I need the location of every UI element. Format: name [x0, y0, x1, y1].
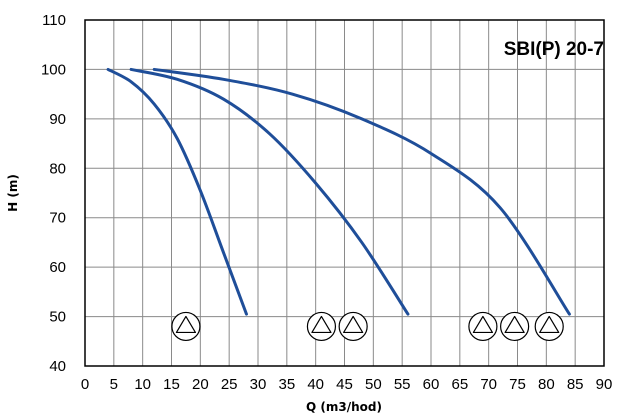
y-tick-label: 90 — [49, 111, 66, 128]
y-tick-label: 80 — [49, 160, 66, 177]
x-tick-label: 25 — [221, 376, 238, 393]
x-tick-label: 20 — [192, 376, 209, 393]
pump-symbols — [171, 311, 564, 342]
x-tick-label: 90 — [596, 376, 613, 393]
tick-labels: 0 5 10 15 20 25 30 35 40 45 50 55 60 65 70 75 80 85 90 40 50… — [41, 12, 612, 393]
pump-symbol-triangle — [311, 315, 332, 334]
x-tick-label: 30 — [250, 376, 267, 393]
pump-symbol-triangle — [343, 315, 364, 334]
x-tick-label: 45 — [336, 376, 353, 393]
pump-symbol-circle — [468, 311, 498, 342]
pump-triangle-icon — [500, 311, 530, 342]
x-tick-label: 5 — [110, 376, 118, 393]
y-tick-label: 40 — [49, 358, 66, 375]
pump-triangle-icon — [171, 311, 201, 342]
pump-triangle-icon — [534, 311, 564, 342]
performance-curves — [106, 67, 571, 316]
y-tick-label: 110 — [42, 12, 66, 29]
performance-curve-2 — [129, 67, 410, 316]
x-tick-label: 60 — [423, 376, 440, 393]
x-tick-label: 85 — [567, 376, 584, 393]
y-tick-label: 70 — [49, 210, 66, 227]
x-tick-label: 40 — [307, 376, 324, 393]
x-tick-label: 75 — [509, 376, 526, 393]
x-tick-label: 55 — [394, 376, 411, 393]
y-axis-title: H (m) — [6, 174, 20, 212]
y-tick-label: 100 — [41, 61, 66, 78]
pump-symbol-circle — [500, 311, 530, 342]
x-tick-label: 0 — [81, 376, 89, 393]
performance-curve-1 — [106, 67, 248, 316]
chart-title: SBI(P) 20-7 — [504, 39, 604, 60]
pump-symbol-circle — [534, 311, 564, 342]
pump-symbol-circle — [338, 311, 368, 342]
plot-frame — [84, 19, 605, 367]
x-tick-label: 70 — [480, 376, 497, 393]
y-tick-label: 50 — [49, 309, 66, 326]
x-tick-label: 15 — [163, 376, 180, 393]
pump-symbol-triangle — [504, 315, 525, 334]
x-tick-label: 65 — [451, 376, 468, 393]
x-tick-label: 10 — [134, 376, 151, 393]
x-tick-label: 50 — [365, 376, 382, 393]
pump-triangle-icon — [468, 311, 498, 342]
performance-curve-3 — [152, 67, 571, 316]
x-axis-title: Q (m3/hod) — [306, 400, 382, 414]
pump-symbol-triangle — [472, 315, 493, 334]
pump-symbol-circle — [306, 311, 337, 342]
y-tick-label: 60 — [49, 259, 66, 276]
pump-symbol-triangle — [539, 315, 560, 334]
pump-triangle-icon — [306, 311, 337, 342]
pump-symbol-circle — [171, 311, 201, 342]
pump-symbol-triangle — [175, 315, 197, 334]
pump-triangle-icon — [338, 311, 368, 342]
x-tick-label: 35 — [278, 376, 295, 393]
x-tick-label: 80 — [538, 376, 555, 393]
